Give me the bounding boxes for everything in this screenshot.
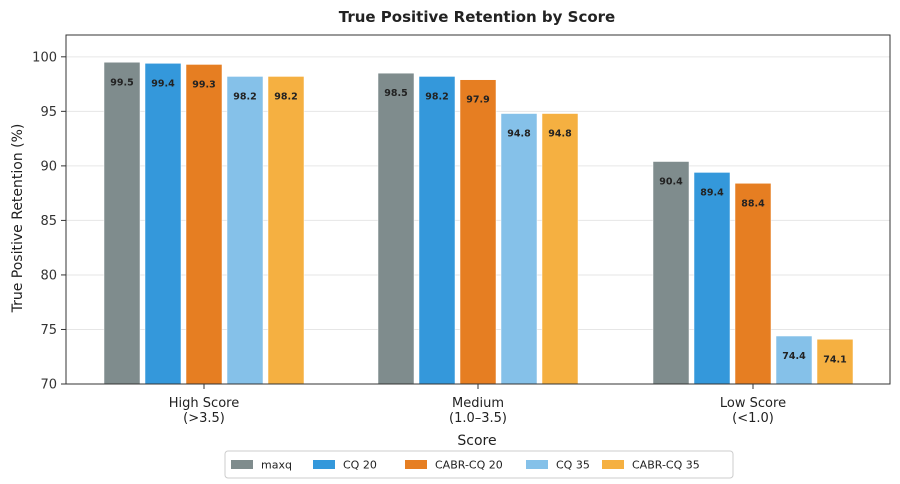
y-tick-label: 100 bbox=[32, 50, 57, 65]
x-axis: High Score(>3.5) Medium(1.0–3.5) Low Score… bbox=[169, 384, 786, 426]
bar bbox=[418, 76, 456, 385]
legend-label: CQ 20 bbox=[343, 459, 377, 472]
legend-swatch bbox=[313, 460, 335, 469]
legend: maxq CQ 20 CABR-CQ 20 CQ 35 CABR-CQ 35 bbox=[224, 450, 734, 479]
bar bbox=[500, 113, 538, 385]
data-label: 99.4 bbox=[151, 78, 175, 89]
legend-swatch bbox=[405, 460, 427, 469]
x-tick-label: High Score bbox=[169, 396, 239, 411]
x-tick-label: (>3.5) bbox=[183, 411, 225, 426]
data-label: 97.9 bbox=[466, 95, 489, 106]
legend-swatch bbox=[231, 460, 253, 469]
data-label: 89.4 bbox=[700, 187, 724, 198]
legend-swatch bbox=[526, 460, 548, 469]
bar bbox=[816, 339, 854, 385]
bar bbox=[652, 161, 690, 385]
data-label: 94.8 bbox=[507, 129, 531, 140]
data-label: 90.4 bbox=[659, 177, 683, 188]
data-label: 98.5 bbox=[384, 88, 407, 99]
data-label: 98.2 bbox=[425, 91, 448, 102]
bar bbox=[541, 113, 579, 385]
y-tick-label: 70 bbox=[40, 378, 57, 393]
legend-label: CQ 35 bbox=[556, 459, 590, 472]
x-tick-label: (1.0–3.5) bbox=[449, 411, 507, 426]
y-tick-label: 85 bbox=[40, 214, 57, 229]
x-tick-label: Low Score bbox=[720, 396, 786, 411]
data-label: 94.8 bbox=[548, 129, 572, 140]
data-label: 99.5 bbox=[110, 77, 133, 88]
bar bbox=[185, 64, 223, 385]
bar bbox=[226, 76, 264, 385]
x-tick-label: Medium bbox=[452, 396, 504, 411]
data-label: 98.2 bbox=[233, 91, 256, 102]
data-label: 74.1 bbox=[823, 354, 846, 365]
y-tick-label: 80 bbox=[40, 268, 57, 283]
legend-label: CABR-CQ 20 bbox=[435, 459, 503, 472]
y-axis-label: True Positive Retention (%) bbox=[10, 124, 26, 314]
legend-frame bbox=[224, 450, 734, 479]
data-label: 74.4 bbox=[782, 351, 806, 362]
chart-title: True Positive Retention by Score bbox=[339, 8, 615, 26]
y-axis: 70 75 80 85 90 95 100 bbox=[32, 50, 66, 393]
bar bbox=[459, 79, 497, 385]
data-label: 88.4 bbox=[741, 198, 765, 209]
x-axis-label: Score bbox=[457, 433, 496, 449]
data-label: 99.3 bbox=[192, 79, 215, 90]
data-label: 98.2 bbox=[274, 91, 297, 102]
x-tick-label: (<1.0) bbox=[732, 411, 774, 426]
bars: 99.5 99.4 99.3 98.2 98.2 98.5 98.2 97.9 94.8 94.8… bbox=[103, 62, 854, 385]
legend-swatch bbox=[602, 460, 624, 469]
legend-label: CABR-CQ 35 bbox=[632, 459, 700, 472]
y-tick-label: 95 bbox=[40, 105, 57, 120]
y-tick-label: 90 bbox=[40, 159, 57, 174]
bar bbox=[377, 72, 415, 385]
y-tick-label: 75 bbox=[40, 323, 57, 338]
legend-label: maxq bbox=[261, 459, 292, 472]
bar bbox=[267, 76, 305, 385]
bar bbox=[693, 172, 731, 385]
bar bbox=[103, 62, 141, 385]
bar bbox=[734, 183, 772, 385]
bar bbox=[144, 63, 182, 385]
